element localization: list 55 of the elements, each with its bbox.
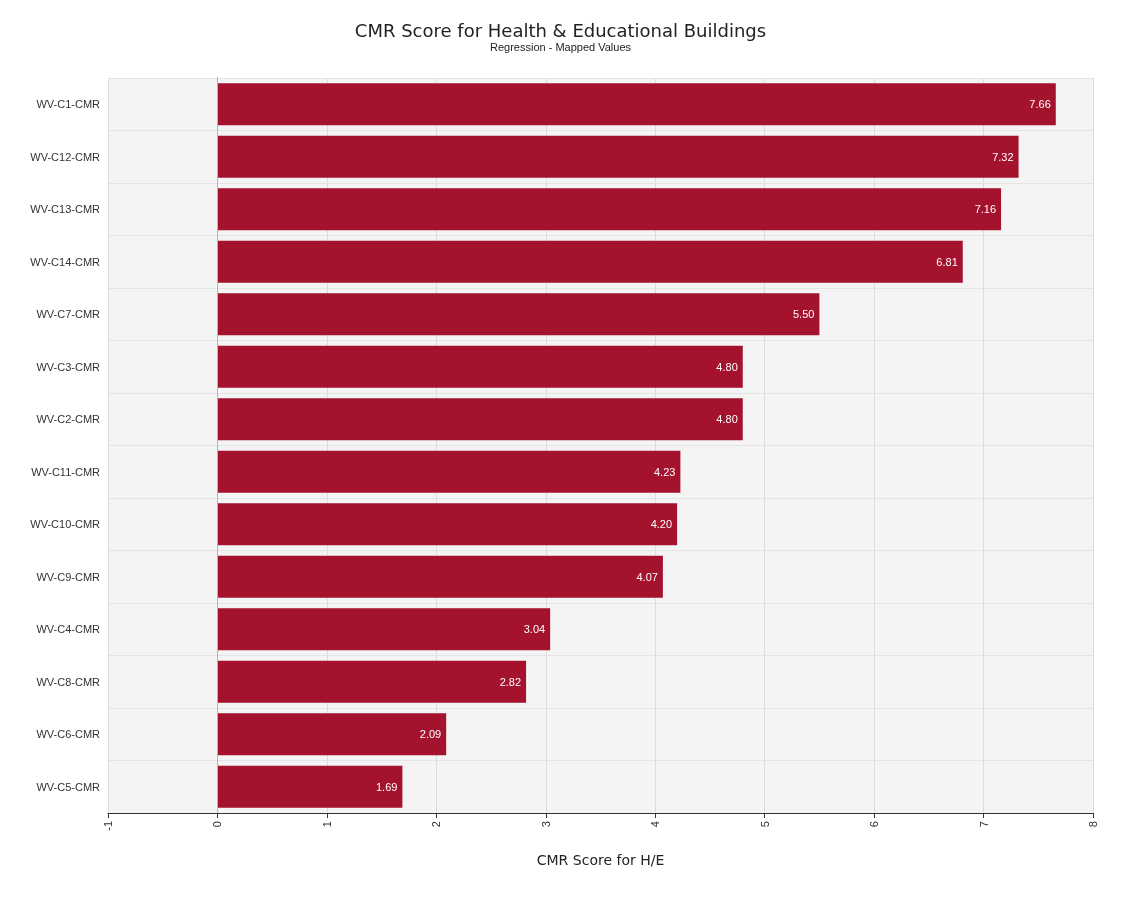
y-tick-label: WV-C5-CMR [36, 780, 101, 793]
data-label: 7.32 [992, 150, 1014, 163]
y-tick-label: WV-C1-CMR [36, 98, 101, 111]
bar [217, 135, 1019, 178]
x-tick-label: -1 [102, 821, 114, 831]
bar [217, 765, 403, 808]
data-label: 3.04 [523, 623, 546, 636]
bar [217, 660, 527, 703]
bar [217, 240, 963, 283]
bar [217, 608, 551, 651]
y-tick-label: WV-C7-CMR [36, 308, 101, 321]
data-label: 4.07 [636, 570, 658, 583]
y-tick-label: WV-C13-CMR [30, 203, 101, 216]
y-tick-label: WV-C2-CMR [36, 413, 101, 426]
y-tick-label: WV-C3-CMR [36, 360, 101, 373]
x-tick-label: 1 [320, 821, 333, 828]
y-tick-label: WV-C8-CMR [36, 675, 101, 688]
x-tick-label: 5 [758, 821, 771, 828]
data-label: 4.80 [716, 413, 738, 426]
y-tick-label: WV-C11-CMR [31, 465, 101, 478]
y-tick-label: WV-C12-CMR [30, 150, 101, 163]
x-tick-label: 7 [977, 821, 990, 828]
data-label: 2.09 [419, 728, 442, 741]
data-label: 7.16 [974, 203, 997, 216]
data-label: 4.23 [653, 465, 676, 478]
y-tick-label: WV-C10-CMR [30, 518, 101, 531]
data-label: 5.50 [792, 308, 815, 321]
x-axis-title: CMR Score for H/E [536, 852, 665, 868]
bar [217, 293, 820, 336]
y-tick-label: WV-C9-CMR [36, 570, 101, 583]
x-tick-label: 0 [211, 821, 224, 828]
chart-subtitle: Regression - Mapped Values [489, 40, 632, 53]
x-tick-label: 2 [430, 821, 443, 828]
chart-title: CMR Score for Health & Educational Buildings [354, 19, 767, 41]
bar [217, 83, 1056, 126]
bar [217, 713, 447, 756]
x-tick-label: 8 [1087, 821, 1099, 828]
bar [217, 555, 663, 598]
bar [217, 188, 1002, 231]
bar [217, 503, 678, 546]
x-tick-label: 3 [539, 821, 552, 828]
bar [217, 398, 743, 441]
data-label: 1.69 [375, 780, 398, 793]
y-tick-label: WV-C4-CMR [36, 623, 101, 636]
data-label: 6.81 [936, 255, 958, 268]
data-label: 2.82 [499, 675, 522, 688]
data-label: 4.80 [716, 360, 738, 373]
bar [217, 450, 681, 493]
x-tick-label: 6 [868, 821, 881, 828]
x-tick-label: 4 [649, 821, 662, 828]
y-tick-label: WV-C6-CMR [36, 728, 101, 741]
y-tick-label: WV-C14-CMR [30, 255, 101, 268]
bar [217, 345, 743, 388]
data-label: 4.20 [650, 518, 673, 531]
data-label: 7.66 [1029, 98, 1051, 111]
